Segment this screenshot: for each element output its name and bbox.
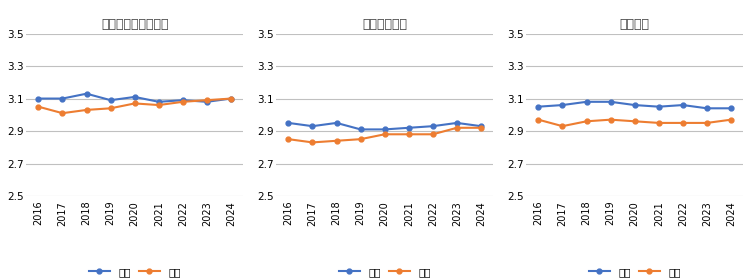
Line: 公務: 公務 <box>36 91 233 104</box>
Line: 民間: 民間 <box>286 125 484 145</box>
民間 <box>178 100 188 104</box>
公務 <box>476 125 485 128</box>
公務 <box>606 100 615 104</box>
民間 <box>106 107 115 110</box>
民間 <box>428 133 437 136</box>
民間 <box>356 137 365 141</box>
民間 <box>154 103 164 107</box>
公務 <box>34 97 43 100</box>
公務 <box>58 97 67 100</box>
公務 <box>678 103 687 107</box>
民間 <box>34 105 43 108</box>
Line: 公務: 公務 <box>536 99 734 111</box>
公務 <box>202 100 211 104</box>
Line: 公務: 公務 <box>286 120 484 132</box>
公務 <box>727 107 736 110</box>
Title: 成長実感: 成長実感 <box>620 18 650 31</box>
公務 <box>380 128 389 131</box>
公務 <box>404 126 413 129</box>
民間 <box>678 121 687 125</box>
公務 <box>452 121 461 125</box>
民間 <box>226 97 236 100</box>
民間 <box>82 108 91 112</box>
民間 <box>332 139 341 143</box>
民間 <box>534 118 543 121</box>
公務 <box>534 105 543 108</box>
民間 <box>476 126 485 129</box>
Legend: 公務, 民間: 公務, 民間 <box>85 263 184 280</box>
民間 <box>380 133 389 136</box>
民間 <box>654 121 663 125</box>
公務 <box>703 107 712 110</box>
Title: 生き生き働く: 生き生き働く <box>362 18 407 31</box>
公務 <box>82 92 91 95</box>
公務 <box>130 95 140 99</box>
民間 <box>727 118 736 121</box>
民間 <box>404 133 413 136</box>
Line: 民間: 民間 <box>536 117 734 129</box>
Legend: 公務, 民間: 公務, 民間 <box>334 263 435 280</box>
Line: 民間: 民間 <box>36 96 233 116</box>
公務 <box>308 125 317 128</box>
民間 <box>130 102 140 105</box>
民間 <box>703 121 712 125</box>
公務 <box>654 105 663 108</box>
民間 <box>558 125 567 128</box>
民間 <box>202 99 211 102</box>
公務 <box>106 99 115 102</box>
民間 <box>308 141 317 144</box>
民間 <box>606 118 615 121</box>
公務 <box>154 100 164 104</box>
民間 <box>630 120 639 123</box>
公務 <box>226 97 236 100</box>
民間 <box>452 126 461 129</box>
民間 <box>58 111 67 115</box>
公務 <box>428 125 437 128</box>
公務 <box>630 103 639 107</box>
公務 <box>284 121 293 125</box>
公務 <box>356 128 365 131</box>
Legend: 公務, 民間: 公務, 民間 <box>585 263 685 280</box>
民間 <box>582 120 591 123</box>
公務 <box>332 121 341 125</box>
Title: 仕事そのものに満足: 仕事そのものに満足 <box>101 18 169 31</box>
公務 <box>178 99 188 102</box>
公務 <box>582 100 591 104</box>
民間 <box>284 137 293 141</box>
公務 <box>558 103 567 107</box>
